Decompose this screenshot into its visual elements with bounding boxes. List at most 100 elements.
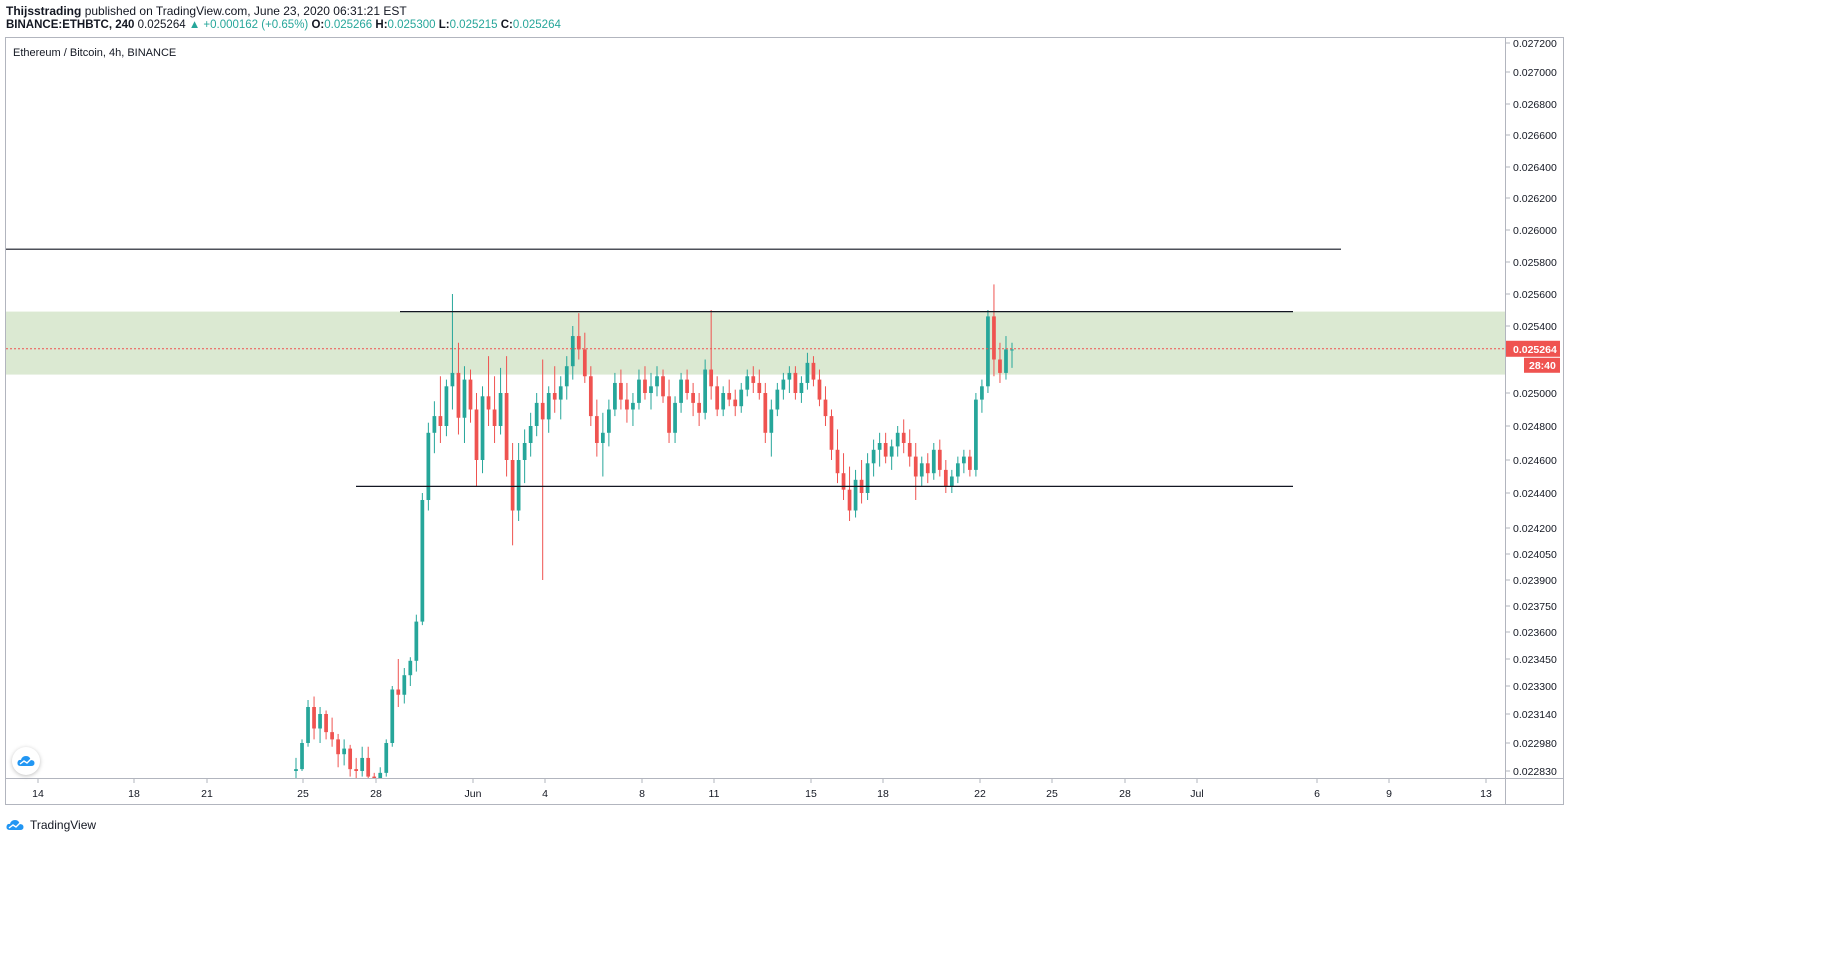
candle-body bbox=[306, 707, 310, 743]
open-value: 0.025266 bbox=[324, 19, 373, 31]
cloud-icon bbox=[17, 756, 35, 766]
y-tick-label: 0.027200 bbox=[1513, 38, 1557, 50]
change-value: ▲ +0.000162 (+0.65%) bbox=[188, 19, 309, 31]
candle-body bbox=[438, 416, 443, 426]
x-tick-label: 21 bbox=[201, 788, 213, 800]
candle-body bbox=[576, 336, 581, 350]
candle-body bbox=[739, 389, 744, 407]
candle-body bbox=[962, 456, 966, 464]
candle-body bbox=[907, 443, 912, 457]
candle-body bbox=[901, 432, 906, 443]
candle-body bbox=[474, 409, 479, 460]
candle-body bbox=[715, 386, 720, 410]
candle-body bbox=[510, 460, 515, 511]
candle-body bbox=[709, 369, 714, 387]
footer-brand[interactable]: TradingView bbox=[6, 818, 96, 832]
candle-body bbox=[643, 379, 647, 393]
candle-body bbox=[685, 379, 689, 393]
x-tick-label: Jul bbox=[1190, 788, 1203, 800]
low-value: 0.025215 bbox=[449, 19, 498, 31]
y-tick-label: 0.024400 bbox=[1513, 488, 1557, 500]
tradingview-logo-button[interactable] bbox=[12, 747, 40, 775]
y-tick-label: 0.026000 bbox=[1513, 225, 1557, 237]
y-tick-label: 0.027000 bbox=[1513, 67, 1557, 79]
candle-body bbox=[721, 393, 726, 410]
candle-body bbox=[853, 479, 858, 511]
candle-body bbox=[937, 449, 942, 470]
candle-body bbox=[889, 446, 894, 457]
chart-title: Ethereum / Bitcoin, 4h, BINANCE bbox=[13, 47, 176, 59]
x-tick-label: 6 bbox=[1314, 788, 1320, 800]
symbol-label: BINANCE:ETHBTC, 240 bbox=[6, 19, 135, 31]
candle-body bbox=[781, 379, 786, 390]
candle-body bbox=[324, 714, 328, 733]
candle-body bbox=[426, 432, 431, 500]
candle-body bbox=[342, 748, 346, 755]
candle-body bbox=[877, 443, 882, 450]
y-tick-label: 0.022980 bbox=[1513, 738, 1557, 750]
candle-body bbox=[1004, 349, 1008, 373]
close-value: 0.025264 bbox=[512, 19, 561, 31]
candle-body bbox=[925, 463, 930, 474]
countdown-label: 28:40 bbox=[1529, 360, 1556, 372]
candle-body bbox=[799, 382, 804, 393]
candle-body bbox=[871, 449, 876, 464]
x-tick-label: 13 bbox=[1480, 788, 1492, 800]
open-label: O: bbox=[311, 19, 325, 31]
candle-body bbox=[588, 376, 593, 417]
candle-body bbox=[564, 366, 569, 387]
candle-body bbox=[763, 393, 768, 433]
candle-body bbox=[444, 386, 449, 426]
candle-body bbox=[498, 393, 503, 426]
candle-body bbox=[546, 393, 551, 420]
candle-body bbox=[390, 689, 395, 743]
candle-body bbox=[769, 409, 774, 433]
candle-body bbox=[354, 769, 359, 771]
y-tick-label: 0.024800 bbox=[1513, 421, 1557, 433]
candle-body bbox=[829, 416, 834, 450]
candle-body bbox=[366, 757, 371, 777]
candle-body bbox=[817, 379, 822, 400]
y-tick-label: 0.026800 bbox=[1513, 99, 1557, 111]
candle-body bbox=[865, 463, 870, 493]
x-tick-label: 15 bbox=[805, 788, 817, 800]
price-chart[interactable]: Ethereum / Bitcoin, 4h, BINANCE 0.027200… bbox=[0, 0, 1568, 834]
candle-body bbox=[420, 500, 425, 622]
y-tick-label: 0.024600 bbox=[1513, 455, 1557, 467]
candle-body bbox=[847, 489, 852, 511]
x-tick-label: 14 bbox=[32, 788, 44, 800]
candle-body bbox=[823, 399, 828, 417]
close-label: C: bbox=[500, 19, 513, 31]
candle-body bbox=[751, 376, 756, 383]
candle-body bbox=[631, 402, 635, 410]
candle-body bbox=[540, 402, 545, 420]
candle-body bbox=[619, 382, 623, 400]
author-name[interactable]: Thijsstrading bbox=[6, 4, 82, 18]
candle-body bbox=[835, 449, 840, 474]
last-price-tag-label: 0.025264 bbox=[1513, 344, 1557, 356]
candle-body bbox=[998, 359, 1002, 373]
candle-body bbox=[883, 443, 888, 457]
candle-body bbox=[691, 393, 695, 403]
publish-line: Thijsstrading published on TradingView.c… bbox=[6, 4, 407, 18]
candle-body bbox=[486, 396, 491, 410]
candle-body bbox=[805, 362, 810, 383]
candle-body bbox=[432, 416, 437, 433]
candle-body bbox=[745, 376, 750, 390]
candle-body bbox=[679, 379, 683, 403]
candle-body bbox=[775, 389, 780, 410]
x-tick-label: Jun bbox=[465, 788, 482, 800]
x-tick-label: 18 bbox=[128, 788, 140, 800]
candle-body bbox=[637, 379, 641, 403]
x-tick-label: 18 bbox=[877, 788, 889, 800]
candle-body bbox=[492, 409, 497, 426]
candle-body bbox=[456, 372, 461, 418]
candle-body bbox=[787, 372, 792, 380]
candle-body bbox=[396, 689, 401, 695]
tradingview-cloud-icon bbox=[6, 820, 24, 830]
y-tick-label: 0.025800 bbox=[1513, 257, 1557, 269]
candle-body bbox=[968, 456, 972, 470]
x-tick-label: 8 bbox=[639, 788, 645, 800]
candle-body bbox=[841, 473, 846, 490]
x-tick-label: 4 bbox=[542, 788, 548, 800]
